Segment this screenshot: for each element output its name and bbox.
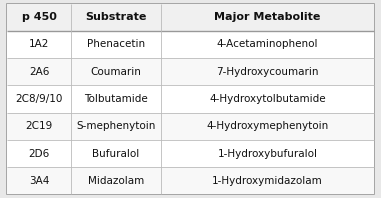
Text: p 450: p 450 xyxy=(22,12,56,22)
Bar xyxy=(7,58,374,85)
Text: 1-Hydroxybufuralol: 1-Hydroxybufuralol xyxy=(218,148,318,159)
Text: 1A2: 1A2 xyxy=(29,39,49,50)
Text: 1-Hydroxymidazolam: 1-Hydroxymidazolam xyxy=(212,176,323,186)
Text: 2C19: 2C19 xyxy=(26,121,53,131)
Bar xyxy=(7,167,374,194)
Text: Substrate: Substrate xyxy=(85,12,147,22)
Text: 2A6: 2A6 xyxy=(29,67,49,77)
Text: 2D6: 2D6 xyxy=(28,148,50,159)
Bar xyxy=(7,31,374,58)
Bar xyxy=(7,113,374,140)
Bar xyxy=(7,140,374,167)
Text: Major Metabolite: Major Metabolite xyxy=(215,12,321,22)
Bar xyxy=(7,85,374,113)
Text: S-mephenytoin: S-mephenytoin xyxy=(77,121,156,131)
Text: 4-Acetaminophenol: 4-Acetaminophenol xyxy=(217,39,319,50)
Text: 7-Hydroxycoumarin: 7-Hydroxycoumarin xyxy=(216,67,319,77)
Text: 4-Hydroxytolbutamide: 4-Hydroxytolbutamide xyxy=(209,94,326,104)
Text: Midazolam: Midazolam xyxy=(88,176,144,186)
Text: Bufuralol: Bufuralol xyxy=(93,148,140,159)
Text: 2C8/9/10: 2C8/9/10 xyxy=(15,94,63,104)
Bar xyxy=(7,4,374,31)
Text: Coumarin: Coumarin xyxy=(91,67,142,77)
Text: Phenacetin: Phenacetin xyxy=(87,39,145,50)
Text: 3A4: 3A4 xyxy=(29,176,49,186)
Text: 4-Hydroxymephenytoin: 4-Hydroxymephenytoin xyxy=(207,121,329,131)
Text: Tolbutamide: Tolbutamide xyxy=(84,94,148,104)
